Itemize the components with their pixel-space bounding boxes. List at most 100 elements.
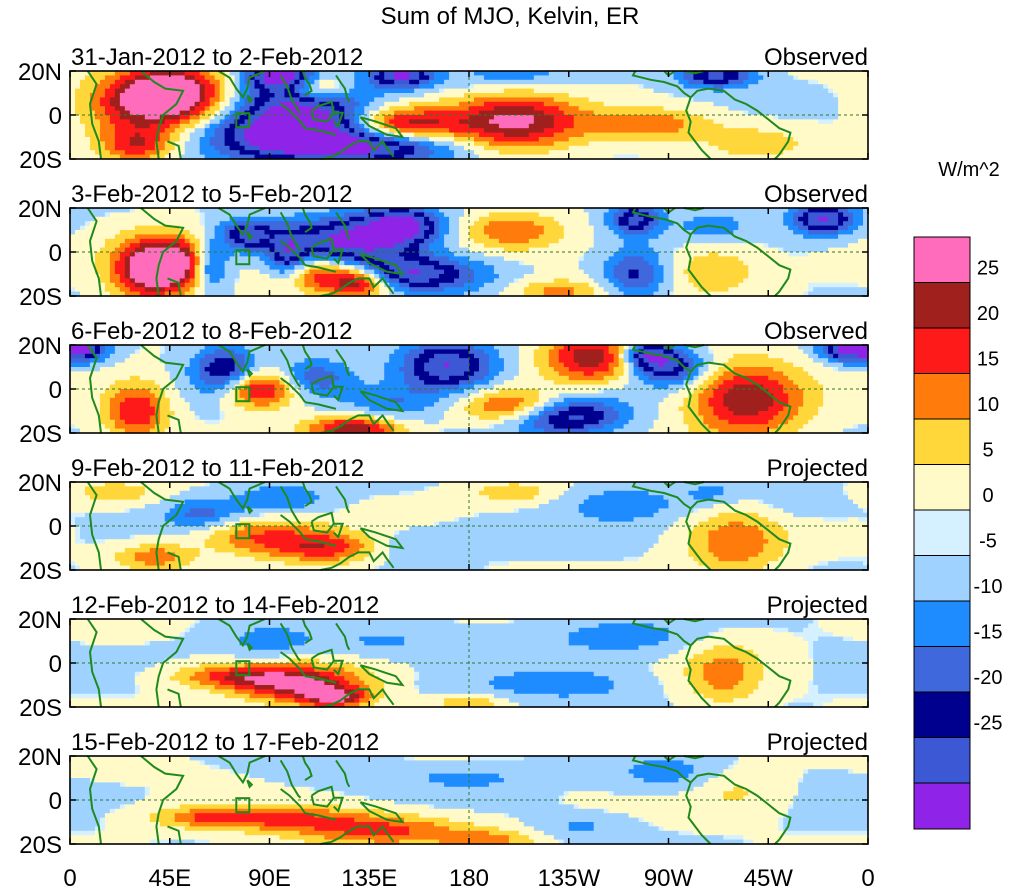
olr-cell	[673, 230, 680, 235]
olr-cell	[414, 141, 420, 147]
olr-cell	[439, 150, 445, 156]
olr-cell	[638, 84, 645, 90]
olr-cell	[478, 238, 485, 244]
olr-cell	[129, 84, 136, 90]
olr-cell	[743, 154, 749, 160]
olr-cell	[673, 123, 680, 129]
olr-cell	[239, 243, 246, 249]
olr-cell	[713, 234, 719, 240]
olr-cell	[563, 79, 570, 85]
olr-cell	[708, 154, 714, 160]
olr-cell	[743, 93, 749, 98]
olr-cell	[598, 137, 605, 142]
olr-cell	[678, 247, 685, 253]
olr-cell	[518, 75, 525, 81]
olr-cell	[109, 110, 116, 116]
olr-cell	[513, 141, 520, 147]
olr-cell	[858, 101, 864, 107]
olr-cell	[189, 88, 196, 94]
olr-cell	[588, 150, 595, 156]
olr-cell	[259, 93, 266, 98]
olr-cell	[404, 97, 410, 103]
olr-cell	[758, 132, 764, 138]
olr-cell	[429, 110, 435, 116]
olr-cell	[493, 106, 500, 112]
olr-cell	[753, 247, 759, 253]
olr-cell	[244, 115, 251, 120]
olr-cell	[498, 247, 505, 253]
olr-cell	[638, 225, 645, 231]
olr-cell	[259, 110, 266, 116]
olr-cell	[623, 247, 630, 253]
olr-cell	[518, 137, 525, 142]
olr-cell	[264, 101, 271, 107]
olr-cell	[533, 119, 540, 125]
olr-cell	[588, 93, 595, 98]
olr-cell	[289, 71, 296, 76]
olr-cell	[798, 101, 804, 107]
olr-cell	[683, 137, 690, 142]
olr-cell	[344, 247, 350, 253]
olr-cell	[459, 208, 465, 213]
olr-cell	[319, 84, 325, 90]
olr-cell	[683, 88, 690, 94]
coastline	[246, 94, 254, 104]
olr-cell	[573, 88, 580, 94]
olr-cell	[129, 101, 136, 107]
olr-cell	[239, 75, 246, 81]
olr-cell	[314, 243, 320, 249]
olr-cell	[793, 106, 799, 112]
olr-cell	[748, 238, 754, 244]
olr-cell	[758, 137, 764, 142]
olr-cell	[309, 97, 315, 103]
olr-cell	[204, 75, 211, 81]
olr-cell	[518, 97, 525, 103]
olr-cell	[733, 93, 739, 98]
olr-cell	[618, 221, 625, 227]
olr-cell	[758, 71, 764, 76]
olr-cell	[234, 208, 241, 213]
olr-cell	[454, 212, 460, 218]
olr-cell	[359, 93, 365, 98]
olr-cell	[508, 141, 515, 147]
olr-cell	[229, 234, 236, 240]
olr-cell	[204, 145, 211, 151]
olr-cell	[793, 208, 799, 213]
olr-cell	[753, 106, 759, 112]
olr-cell	[459, 79, 465, 85]
olr-cell	[593, 225, 600, 231]
olr-cell	[633, 225, 640, 231]
olr-cell	[588, 238, 595, 244]
olr-cell	[738, 101, 744, 107]
olr-cell	[783, 84, 789, 90]
olr-cell	[653, 221, 660, 227]
olr-cell	[738, 128, 744, 134]
olr-cell	[189, 252, 196, 257]
olr-cell	[259, 208, 266, 213]
olr-cell	[349, 252, 355, 257]
olr-cell	[828, 110, 834, 116]
olr-cell	[853, 234, 859, 240]
olr-cell	[633, 97, 640, 103]
olr-cell	[394, 71, 400, 76]
olr-cell	[633, 137, 640, 142]
olr-cell	[224, 230, 231, 235]
olr-cell	[414, 132, 420, 138]
olr-cell	[79, 132, 86, 138]
olr-cell	[563, 234, 570, 240]
olr-cell	[329, 132, 335, 138]
olr-cell	[668, 84, 675, 90]
olr-cell	[209, 243, 216, 249]
olr-cell	[469, 75, 475, 81]
olr-cell	[688, 221, 695, 227]
olr-cell	[588, 97, 595, 103]
olr-cell	[464, 137, 470, 142]
olr-cell	[144, 128, 151, 134]
olr-cell	[493, 234, 500, 240]
olr-cell	[214, 141, 221, 147]
olr-cell	[229, 97, 236, 103]
olr-cell	[349, 221, 355, 227]
olr-cell	[134, 110, 141, 116]
olr-cell	[419, 75, 425, 81]
olr-cell	[224, 243, 231, 249]
